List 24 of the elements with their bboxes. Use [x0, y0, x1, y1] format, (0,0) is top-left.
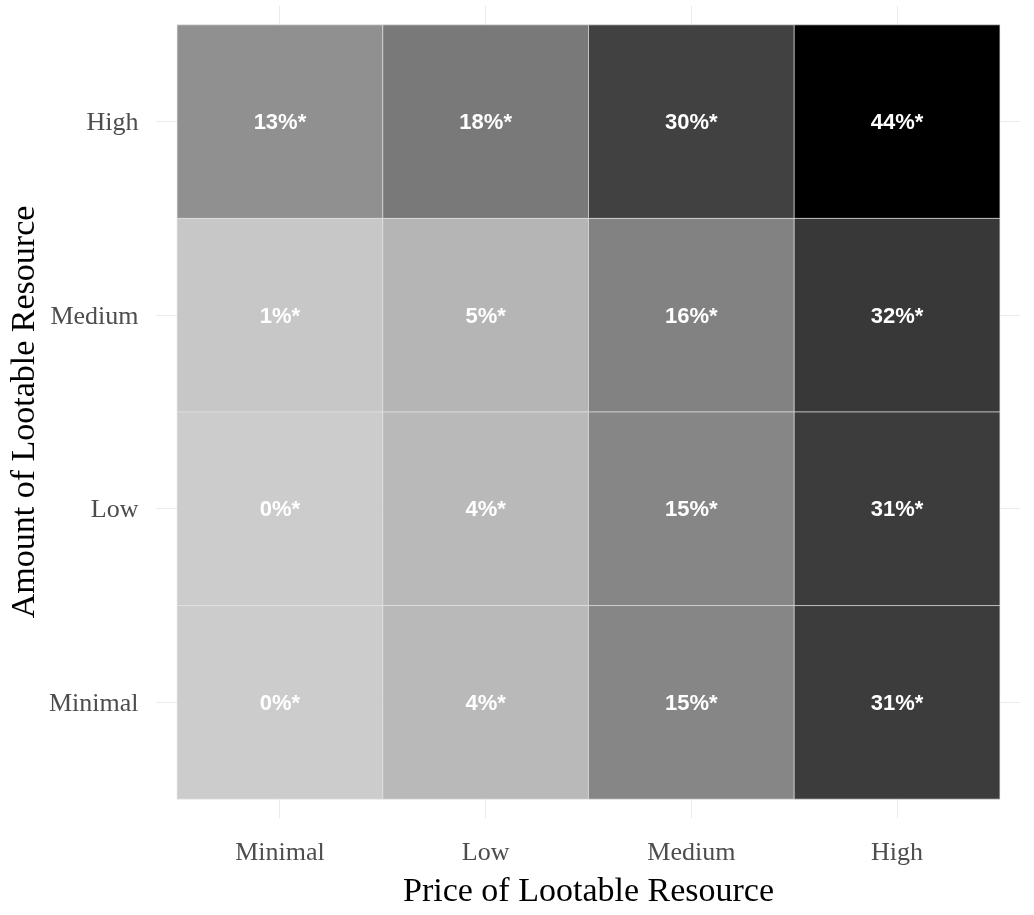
x-tick-label: High	[871, 836, 924, 866]
y-axis-title: Amount of Lootable Resource	[3, 205, 41, 619]
data-label: 13%*	[253, 109, 307, 135]
data-label: 30%*	[665, 109, 719, 135]
y-tick-label: Minimal	[48, 687, 139, 717]
x-tick-label: Medium	[647, 836, 736, 866]
data-label: 15%*	[665, 496, 719, 522]
data-label: 5%*	[465, 302, 507, 328]
y-tick-label: Medium	[50, 300, 139, 330]
data-label: 4%*	[465, 496, 507, 522]
data-label: 44%*	[870, 109, 924, 135]
x-tick-label: Minimal	[235, 836, 325, 866]
data-label: 16%*	[665, 302, 719, 328]
x-tick-label: Low	[461, 836, 510, 866]
x-axis-title: Price of Lootable Resource	[402, 870, 775, 908]
y-tick-label: Low	[90, 494, 139, 524]
data-label: 31%*	[870, 689, 924, 715]
data-label: 15%*	[665, 689, 719, 715]
data-label: 18%*	[459, 109, 513, 135]
y-tick-label: High	[86, 107, 139, 137]
data-label: 1%*	[259, 302, 301, 328]
data-label: 4%*	[465, 689, 507, 715]
data-label: 31%*	[870, 496, 924, 522]
data-label: 32%*	[870, 302, 924, 328]
